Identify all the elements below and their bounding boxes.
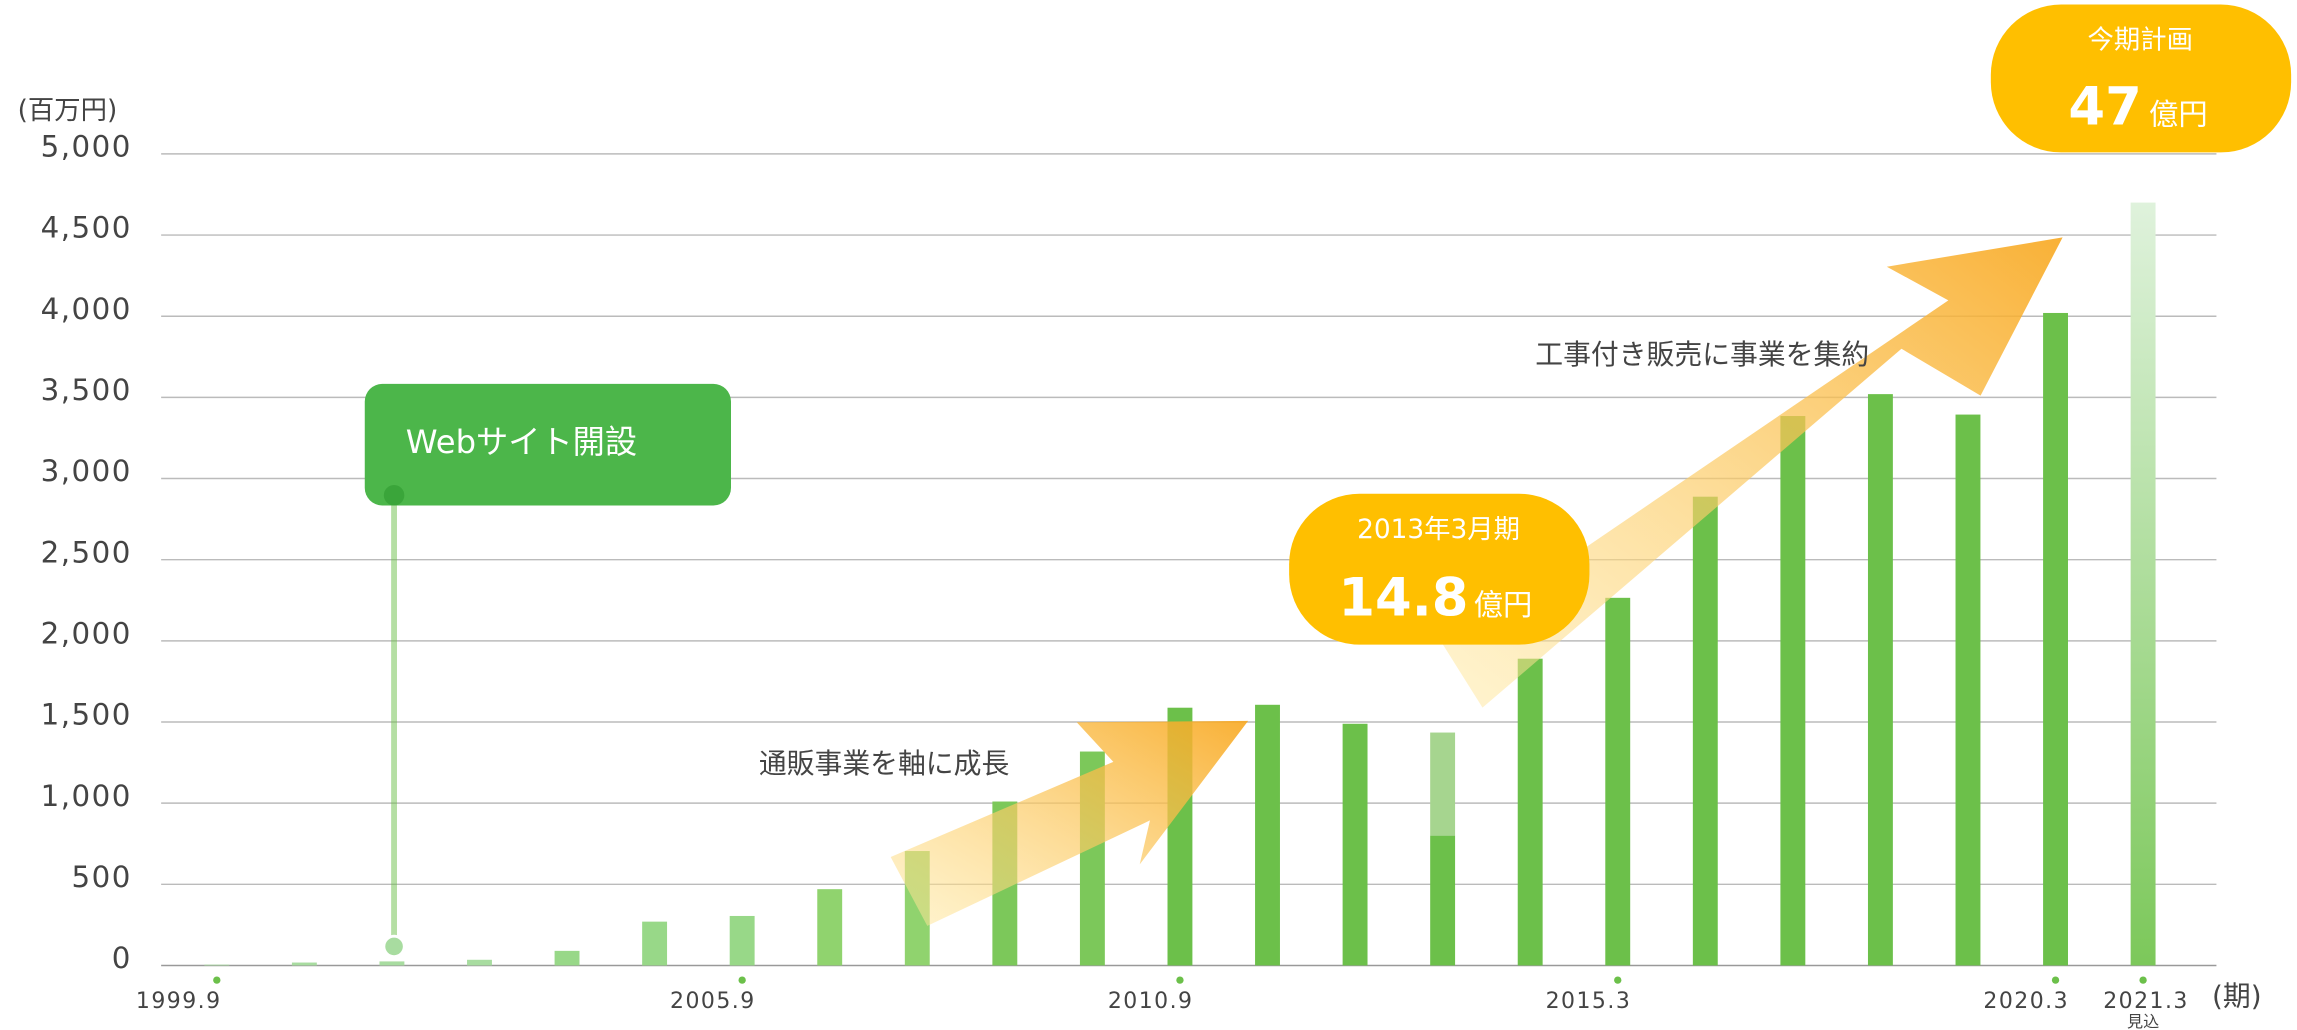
bar (554, 950, 580, 966)
bar (817, 889, 843, 966)
marker-dot (382, 934, 406, 959)
bar (204, 964, 230, 966)
y-unit: (百万円) (18, 96, 118, 126)
y-tick-label: 4,000 (41, 292, 132, 326)
bar (1605, 597, 1631, 966)
y-tick-label: 500 (72, 860, 132, 894)
y-tick-label: 2,000 (41, 616, 132, 650)
bar (1517, 658, 1543, 966)
x-tick-label: 2020.3 (1983, 989, 2069, 1014)
bar (379, 961, 405, 966)
x-tick-label: 1999.9 (136, 989, 222, 1014)
x-tick-dot (1176, 976, 1184, 984)
bar (2130, 202, 2156, 966)
bar (1955, 414, 1981, 966)
callout-amount: 14.8 (1338, 567, 1468, 628)
bar (291, 962, 317, 966)
y-tick-label: 0 (112, 941, 132, 975)
bar (642, 921, 668, 966)
arrow (890, 720, 1249, 926)
bar (1867, 394, 1893, 966)
callout-unit: 億円 (1474, 588, 1533, 622)
callout (1289, 493, 1590, 645)
web-label: Webサイト開設 (406, 423, 637, 461)
x-tick-dot (213, 976, 221, 984)
focus-label: 工事付き販売に事業を集約 (1535, 338, 1869, 371)
bar (1430, 835, 1456, 966)
bar (1780, 416, 1806, 966)
x-tick-dot (1614, 976, 1622, 984)
x-tick-dot (2139, 976, 2147, 984)
x-tick-note: 見込 (2127, 1012, 2159, 1030)
bar (1692, 496, 1718, 966)
x-tick-label: 2015.3 (1546, 989, 1632, 1014)
x-tick-dot (738, 976, 746, 984)
x-unit: (期) (2212, 980, 2262, 1013)
y-tick-label: 2,500 (41, 535, 132, 569)
growth-label: 通販事業を軸に成長 (759, 747, 1010, 780)
y-tick-label: 1,500 (41, 698, 132, 732)
callout-period: 2013年3月期 (1357, 515, 1520, 545)
callout-amount: 47 (2068, 77, 2141, 138)
bar (729, 915, 755, 966)
callout-unit: 億円 (2149, 97, 2208, 131)
x-tick-label: 2010.9 (1108, 989, 1194, 1014)
bar (1255, 704, 1280, 966)
marker-dot (383, 484, 405, 506)
y-tick-label: 4,500 (41, 211, 132, 245)
bar (1342, 723, 1368, 966)
bar (1430, 732, 1456, 836)
callout-period: 今期計画 (2088, 26, 2193, 56)
y-tick-label: 3,500 (41, 373, 132, 407)
arrow (1442, 237, 2063, 708)
y-tick-label: 3,000 (41, 454, 132, 488)
bar (467, 959, 492, 966)
bar (2043, 312, 2068, 966)
x-tick-label: 2005.9 (670, 989, 756, 1014)
web-box (364, 383, 731, 506)
callout (1990, 4, 2292, 153)
y-tick-label: 1,000 (41, 779, 132, 813)
x-tick-dot (2051, 976, 2060, 984)
y-tick-label: 5,000 (41, 130, 132, 164)
x-tick-label: 2021.3 (2103, 989, 2189, 1014)
